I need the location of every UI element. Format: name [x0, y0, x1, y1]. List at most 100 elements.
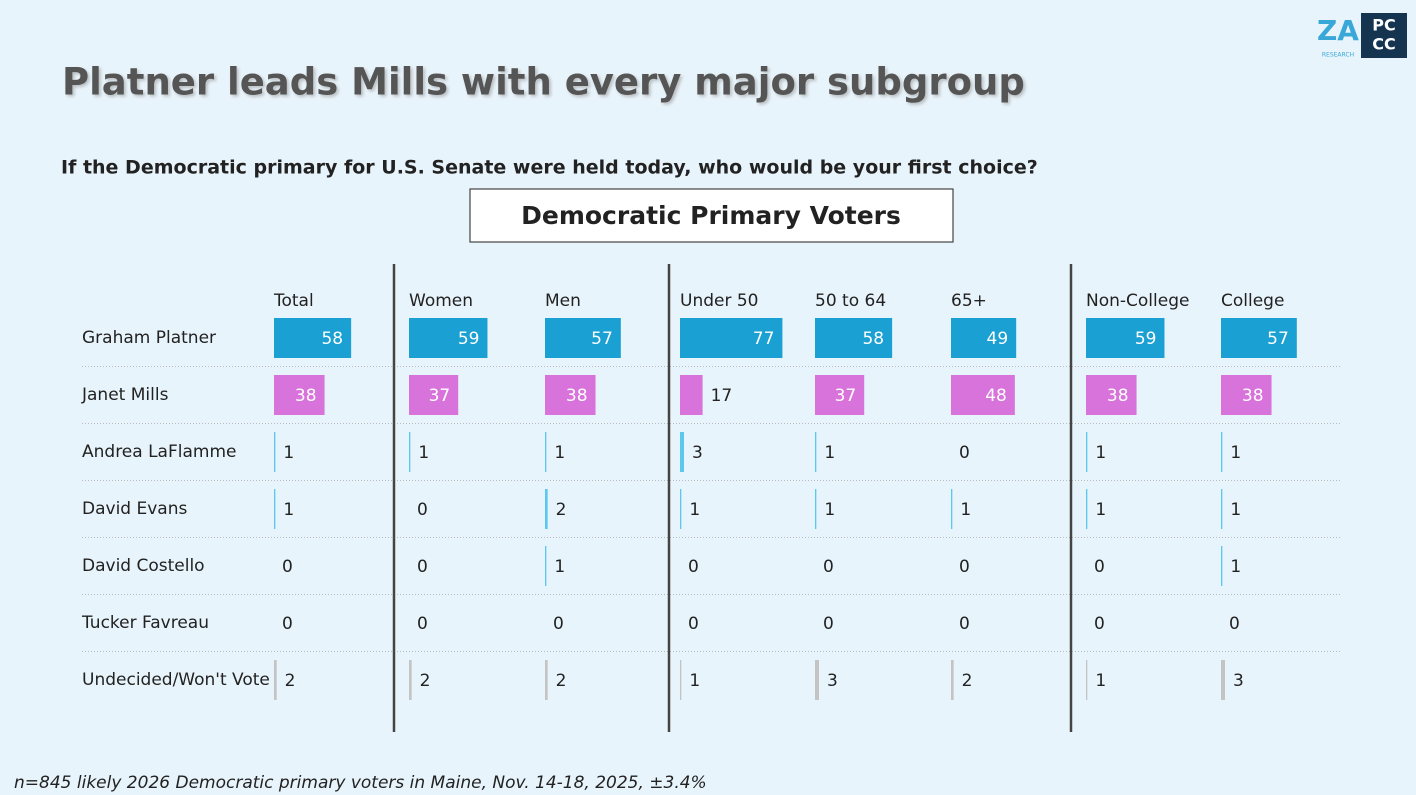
bar [1221, 546, 1223, 586]
value-label: 2 [285, 671, 296, 691]
row-label: Undecided/Won't Vote [82, 670, 270, 690]
value-label: 0 [282, 557, 293, 577]
value-label: 0 [688, 614, 699, 634]
value-label: 1 [824, 443, 835, 463]
logo-text: RESEARCH [1322, 52, 1354, 59]
value-label: 3 [1233, 671, 1244, 691]
value-label: 1 [1095, 671, 1106, 691]
value-label: 2 [556, 671, 567, 691]
value-label: 0 [417, 614, 428, 634]
row-label: Tucker Favreau [81, 613, 209, 633]
value-label: 1 [689, 671, 700, 691]
value-label: 1 [824, 500, 835, 520]
column-header: Total [273, 291, 314, 311]
value-label: 57 [591, 329, 613, 349]
bar [545, 375, 596, 415]
bar [815, 432, 817, 472]
column-header: 50 to 64 [815, 291, 886, 311]
bar [815, 375, 865, 415]
value-label: 0 [959, 443, 970, 463]
column-header: Women [409, 291, 473, 311]
bar [680, 318, 783, 358]
bar [409, 432, 411, 472]
row-label: Andrea LaFlamme [82, 442, 236, 462]
bar [545, 432, 547, 472]
bar [951, 660, 954, 700]
value-label: 38 [1107, 386, 1129, 406]
value-label: 0 [417, 557, 428, 577]
column-header: College [1221, 291, 1284, 311]
logo-text: ZA [1317, 14, 1359, 47]
value-label: 1 [1095, 500, 1106, 520]
value-label: 0 [417, 500, 428, 520]
bar [1221, 318, 1297, 358]
value-label: 0 [1229, 614, 1240, 634]
bar [545, 660, 548, 700]
row-label: David Costello [82, 556, 205, 576]
bar [1086, 432, 1088, 472]
value-label: 49 [987, 329, 1009, 349]
value-label: 1 [283, 500, 294, 520]
value-label: 1 [283, 443, 294, 463]
value-label: 59 [1135, 329, 1157, 349]
bar [409, 660, 412, 700]
bar [1086, 318, 1165, 358]
value-label: 2 [556, 500, 567, 520]
logo-text: CC [1372, 35, 1395, 54]
value-label: 0 [959, 614, 970, 634]
value-label: 1 [554, 443, 565, 463]
column-header: 65+ [951, 291, 987, 311]
bar [680, 660, 682, 700]
value-label: 38 [1242, 386, 1264, 406]
logos: ZA RESEARCH PC CC [1317, 13, 1407, 59]
bar [1086, 375, 1137, 415]
row-label: Janet Mills [81, 385, 169, 405]
value-label: 77 [753, 329, 775, 349]
value-label: 0 [959, 557, 970, 577]
row-label: David Evans [82, 499, 187, 519]
bar [274, 432, 276, 472]
value-label: 2 [962, 671, 973, 691]
column-header: Men [545, 291, 581, 311]
bar [1221, 375, 1272, 415]
value-label: 1 [1095, 443, 1106, 463]
footnote: n=845 likely 2026 Democratic primary vot… [14, 773, 707, 793]
value-label: 58 [862, 329, 884, 349]
slide-title: Platner leads Mills with every major sub… [62, 61, 1025, 104]
value-label: 57 [1267, 329, 1289, 349]
bar [680, 432, 684, 472]
question: If the Democratic primary for U.S. Senat… [61, 157, 1038, 179]
header: Democratic Primary Voters [521, 201, 901, 230]
value-label: 0 [1094, 557, 1105, 577]
value-label: 1 [1230, 557, 1241, 577]
value-label: 1 [1230, 500, 1241, 520]
value-label: 38 [566, 386, 588, 406]
value-label: 0 [688, 557, 699, 577]
value-label: 0 [823, 557, 834, 577]
bar [951, 489, 953, 529]
bar [1221, 489, 1223, 529]
bar [1086, 489, 1088, 529]
value-label: 1 [1230, 443, 1241, 463]
bar [409, 318, 488, 358]
bar [815, 318, 893, 358]
logo-text: PC [1372, 16, 1395, 35]
column-header: Non-College [1086, 291, 1189, 311]
value-label: 37 [835, 386, 857, 406]
bar [951, 318, 1017, 358]
value-label: 2 [420, 671, 431, 691]
column-header: Under 50 [680, 291, 759, 311]
bar [815, 660, 819, 700]
bar [274, 489, 276, 529]
bar [274, 660, 277, 700]
value-label: 0 [553, 614, 564, 634]
bar [1221, 432, 1223, 472]
bar [680, 375, 703, 415]
value-label: 3 [827, 671, 838, 691]
value-label: 0 [823, 614, 834, 634]
value-label: 1 [689, 500, 700, 520]
bar [680, 489, 682, 529]
bar [545, 489, 548, 529]
bar [951, 375, 1015, 415]
